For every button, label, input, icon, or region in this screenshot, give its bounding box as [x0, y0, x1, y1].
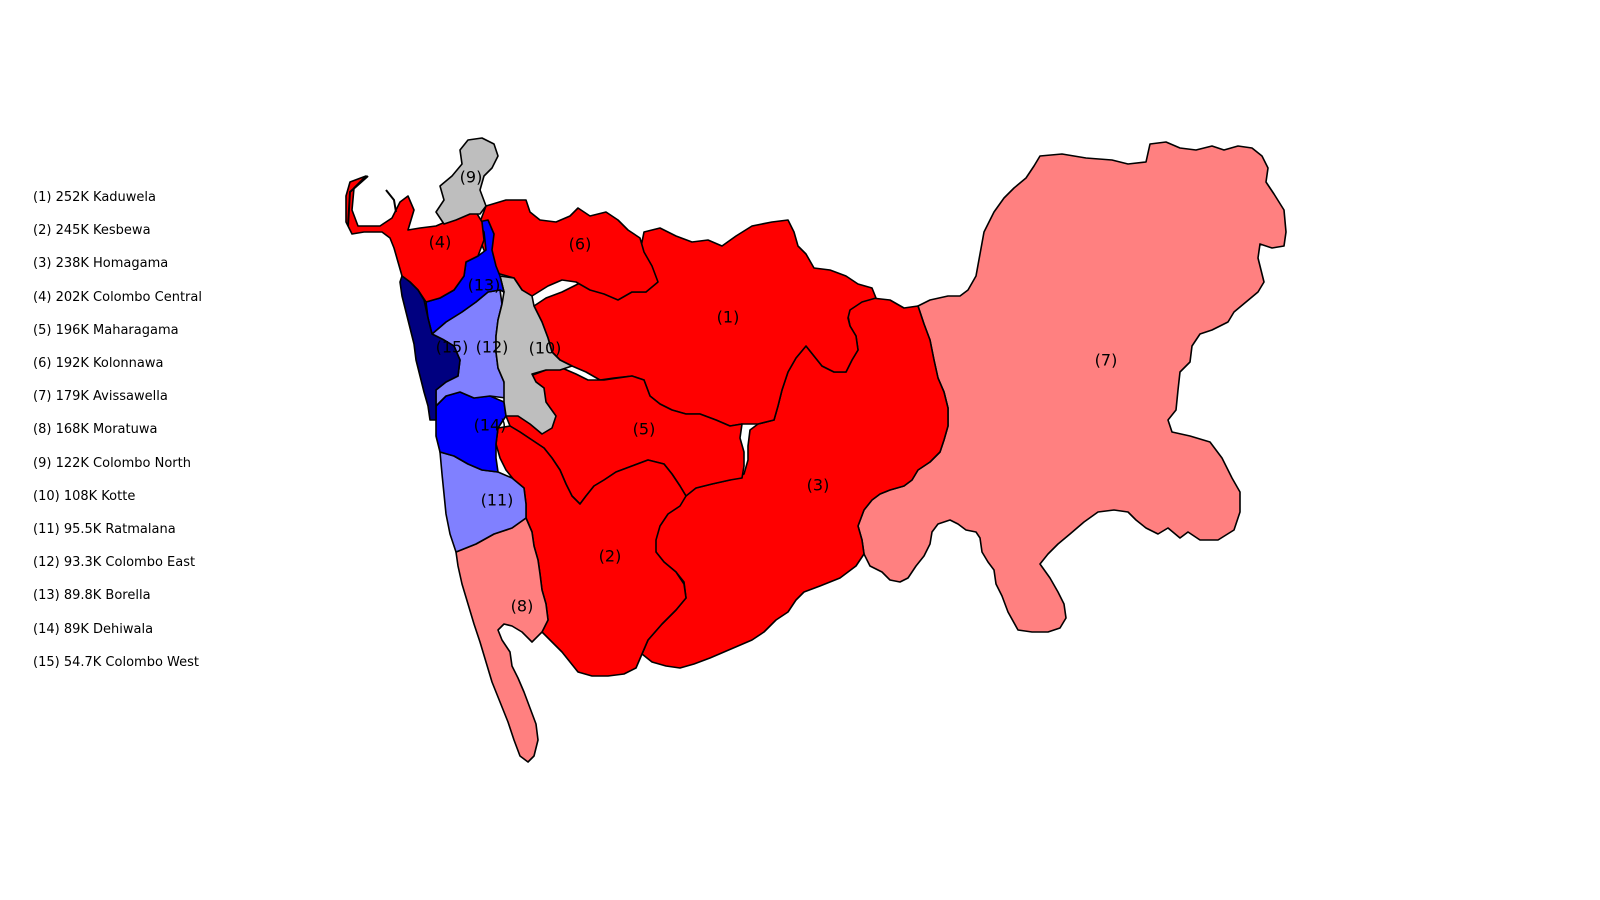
legend-entry-5: (5) 196K Maharagama [33, 323, 179, 338]
region-avissawella [857, 141, 1287, 633]
legend-entry-4: (4) 202K Colombo Central [33, 290, 202, 305]
region-moratuwa [455, 517, 549, 763]
region-label-2: (2) [599, 547, 622, 566]
region-label-13: (13) [468, 276, 501, 295]
region-label-11: (11) [481, 491, 514, 510]
legend-entry-1: (1) 252K Kaduwela [33, 190, 156, 205]
region-label-7: (7) [1095, 351, 1118, 370]
legend-entry-6: (6) 192K Kolonnawa [33, 356, 164, 371]
region-kolonnawa [477, 199, 659, 301]
region-label-8: (8) [511, 597, 534, 616]
legend-entry-10: (10) 108K Kotte [33, 489, 136, 504]
legend-entry-3: (3) 238K Homagama [33, 256, 169, 271]
legend-entry-12: (12) 93.3K Colombo East [33, 555, 196, 570]
legend-entry-2: (2) 245K Kesbewa [33, 223, 151, 238]
legend-entry-9: (9) 122K Colombo North [33, 456, 191, 471]
legend-entry-11: (11) 95.5K Ratmalana [33, 522, 176, 537]
legend-entry-15: (15) 54.7K Colombo West [33, 655, 199, 670]
region-label-5: (5) [633, 420, 656, 439]
harbour-breakwater-north [385, 189, 397, 213]
region-label-15: (15) [436, 338, 469, 357]
legend-entry-13: (13) 89.8K Borella [33, 588, 151, 603]
region-label-3: (3) [807, 476, 830, 495]
region-colombo-north [435, 137, 499, 225]
region-colombo-central [345, 175, 485, 303]
region-label-1: (1) [717, 308, 740, 327]
harbour-breakwater [347, 175, 369, 227]
region-label-9: (9) [460, 168, 483, 187]
region-label-10: (10) [529, 339, 562, 358]
region-label-14: (14) [474, 416, 507, 435]
region-colombo-west [399, 275, 461, 421]
legend-entry-8: (8) 168K Moratuwa [33, 422, 158, 437]
legend-entry-14: (14) 89K Dehiwala [33, 622, 154, 637]
region-kotte [495, 275, 573, 435]
region-label-4: (4) [429, 233, 452, 252]
region-label-6: (6) [569, 235, 592, 254]
legend-entry-7: (7) 179K Avissawella [33, 389, 168, 404]
region-label-12: (12) [476, 338, 509, 357]
